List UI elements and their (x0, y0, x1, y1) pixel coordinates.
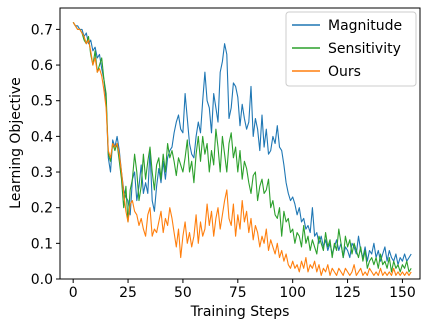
y-tick-label: 0.1 (31, 236, 53, 252)
y-tick-label: 0.7 (31, 22, 53, 38)
y-tick-label: 0.0 (31, 272, 53, 288)
x-tick-label: 25 (119, 285, 137, 301)
x-tick-label: 75 (229, 285, 247, 301)
x-tick-label: 150 (389, 285, 416, 301)
legend-label-sensitivity: Sensitivity (328, 41, 401, 57)
x-tick-label: 50 (174, 285, 192, 301)
legend-label-ours: Ours (328, 64, 361, 80)
x-axis-title: Training Steps (190, 304, 290, 320)
legend-box (285, 11, 417, 87)
series-line-ours (72, 22, 412, 276)
legend: Magnitude Sensitivity Ours (285, 11, 417, 87)
series-line-sensitivity (72, 22, 412, 273)
x-tick-label: 0 (69, 285, 78, 301)
x-axis: 0 25 50 75 100 125 150 (69, 279, 416, 301)
y-axis-title: Learning Objective (8, 77, 24, 209)
y-tick-label: 0.4 (31, 129, 53, 145)
y-axis: 0.0 0.1 0.2 0.3 0.4 0.5 0.6 0.7 (31, 22, 60, 288)
y-tick-label: 0.3 (31, 165, 53, 181)
x-tick-label: 125 (334, 285, 361, 301)
y-tick-label: 0.6 (31, 58, 53, 74)
y-tick-label: 0.5 (31, 94, 53, 110)
plot-frame (59, 7, 421, 280)
legend-label-magnitude: Magnitude (328, 18, 402, 34)
plot-series-layer (72, 22, 412, 276)
y-tick-label: 0.2 (31, 201, 53, 217)
x-tick-label: 100 (279, 285, 306, 301)
